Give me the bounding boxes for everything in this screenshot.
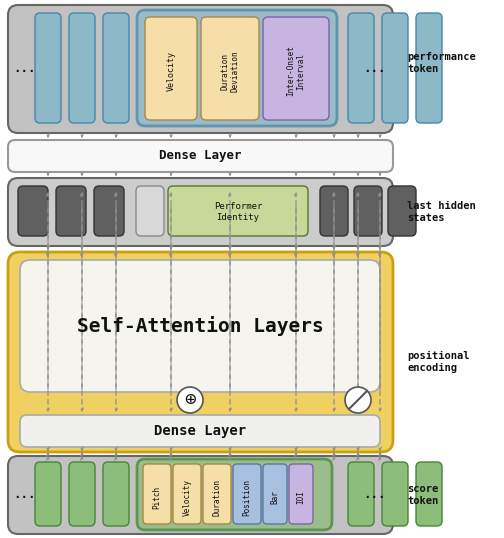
FancyBboxPatch shape: [8, 178, 393, 246]
FancyBboxPatch shape: [8, 252, 393, 452]
FancyBboxPatch shape: [173, 464, 201, 524]
FancyBboxPatch shape: [416, 462, 442, 526]
Text: IOI: IOI: [296, 490, 305, 504]
Text: ...: ...: [364, 489, 386, 501]
FancyBboxPatch shape: [354, 186, 382, 236]
Circle shape: [345, 387, 371, 413]
Text: Dense Layer: Dense Layer: [154, 424, 246, 438]
FancyBboxPatch shape: [8, 140, 393, 172]
Text: Dense Layer: Dense Layer: [159, 150, 241, 162]
FancyBboxPatch shape: [35, 13, 61, 123]
FancyBboxPatch shape: [348, 462, 374, 526]
FancyBboxPatch shape: [388, 186, 416, 236]
FancyBboxPatch shape: [145, 17, 197, 120]
FancyBboxPatch shape: [8, 5, 393, 133]
FancyBboxPatch shape: [320, 186, 348, 236]
FancyBboxPatch shape: [137, 10, 337, 126]
Text: Bar: Bar: [271, 490, 280, 504]
FancyBboxPatch shape: [416, 13, 442, 123]
FancyBboxPatch shape: [18, 186, 48, 236]
FancyBboxPatch shape: [20, 260, 380, 392]
FancyBboxPatch shape: [201, 17, 259, 120]
FancyBboxPatch shape: [35, 462, 61, 526]
FancyBboxPatch shape: [233, 464, 261, 524]
FancyBboxPatch shape: [69, 462, 95, 526]
FancyBboxPatch shape: [69, 13, 95, 123]
FancyBboxPatch shape: [103, 462, 129, 526]
Text: ⊕: ⊕: [184, 391, 196, 409]
FancyBboxPatch shape: [348, 13, 374, 123]
Text: Self-Attention Layers: Self-Attention Layers: [77, 316, 324, 336]
Text: ...: ...: [13, 62, 35, 75]
FancyBboxPatch shape: [168, 186, 308, 236]
Text: positional
encoding: positional encoding: [407, 351, 470, 373]
Text: performance
token: performance token: [407, 52, 476, 74]
FancyBboxPatch shape: [136, 186, 164, 236]
FancyBboxPatch shape: [289, 464, 313, 524]
FancyBboxPatch shape: [103, 13, 129, 123]
FancyBboxPatch shape: [94, 186, 124, 236]
Text: Velocity: Velocity: [182, 478, 192, 515]
FancyBboxPatch shape: [56, 186, 86, 236]
Text: Duration: Duration: [213, 478, 221, 515]
Circle shape: [177, 387, 203, 413]
Text: Performer
Identity: Performer Identity: [214, 202, 262, 222]
FancyBboxPatch shape: [137, 459, 332, 530]
FancyBboxPatch shape: [20, 415, 380, 447]
FancyBboxPatch shape: [8, 456, 393, 534]
FancyBboxPatch shape: [263, 17, 329, 120]
FancyBboxPatch shape: [263, 464, 287, 524]
FancyBboxPatch shape: [143, 464, 171, 524]
Text: ...: ...: [13, 489, 35, 501]
Text: Pitch: Pitch: [153, 485, 161, 508]
FancyBboxPatch shape: [203, 464, 231, 524]
Text: last hidden
states: last hidden states: [407, 201, 476, 223]
Text: Inter-Onset
Interval: Inter-Onset Interval: [286, 46, 306, 96]
FancyBboxPatch shape: [382, 13, 408, 123]
Text: score
token: score token: [407, 484, 438, 506]
Text: Duration
Deviation: Duration Deviation: [220, 50, 240, 92]
FancyBboxPatch shape: [382, 462, 408, 526]
Text: ...: ...: [364, 62, 386, 75]
Text: Velocity: Velocity: [166, 51, 175, 91]
Text: Position: Position: [242, 478, 251, 515]
